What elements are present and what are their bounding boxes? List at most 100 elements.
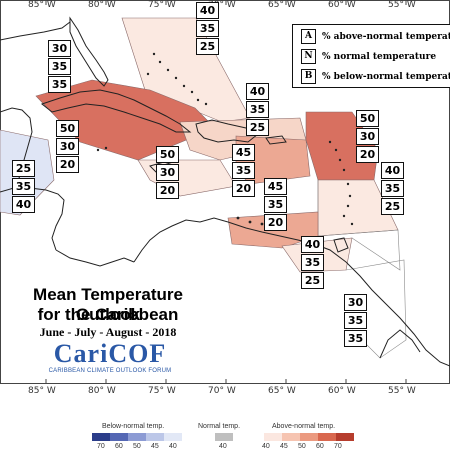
tick-below-50: 50 xyxy=(133,443,141,450)
below-normal-value: 35 xyxy=(48,76,71,93)
lon-label-75w: 75° W xyxy=(148,0,176,10)
above-normal-value: 50 xyxy=(56,120,79,137)
zone-cuba xyxy=(35,79,216,161)
stack-belize-honduras-coast: 30 35 35 xyxy=(48,40,71,94)
stack-cuba-cayman: 50 30 20 xyxy=(56,120,79,174)
key-below-text: % below-normal temperature xyxy=(322,71,450,82)
colombia-coast xyxy=(133,217,229,263)
below-normal-value: 25 xyxy=(246,119,269,136)
below-normal-value: 40 xyxy=(12,196,35,213)
caricof-logo: CariCOF CARIBBEAN CLIMATE OUTLOOK FORUM xyxy=(32,339,188,375)
tick-above-40: 40 xyxy=(262,443,270,450)
logo-wordmark: CariCOF xyxy=(53,339,167,368)
normal-value: 35 xyxy=(264,196,287,213)
coastlines xyxy=(0,16,450,367)
tick-above-60: 60 xyxy=(316,443,324,450)
key-normal-text: % normal temperature xyxy=(322,51,437,62)
tick-normal-40: 40 xyxy=(219,443,227,450)
stack-trinidad: 40 35 25 xyxy=(301,236,324,290)
swatch-above-45 xyxy=(282,433,300,441)
below-normal-value: 20 xyxy=(264,214,287,231)
tick-below-70: 70 xyxy=(97,443,105,450)
below-normal-value: 35 xyxy=(344,330,367,347)
swatch-below-70 xyxy=(92,433,110,441)
below-normal-value: 20 xyxy=(56,156,79,173)
lon-label-85w-bottom: 85° W xyxy=(28,386,56,396)
normal-value: 35 xyxy=(301,254,324,271)
lon-label-80w-bottom: 80° W xyxy=(88,386,116,396)
normal-value: 30 xyxy=(56,138,79,155)
swatch-above-70 xyxy=(336,433,354,441)
swatch-above-40 xyxy=(264,433,282,441)
florida-coast xyxy=(69,16,109,87)
stack-northern-leeward: 50 30 20 xyxy=(356,110,379,164)
panama-coast xyxy=(55,249,135,267)
tick-above-50: 50 xyxy=(298,443,306,450)
south-america-interior xyxy=(379,329,421,359)
zone-outlines xyxy=(317,180,407,359)
above-normal-value: 50 xyxy=(356,110,379,127)
colorbar-normal-label: Normal temp. xyxy=(198,423,241,430)
normal-value: 35 xyxy=(196,20,219,37)
normal-value: 35 xyxy=(12,178,35,195)
tick-below-40: 40 xyxy=(169,443,177,450)
key-below-letter: B xyxy=(301,69,316,84)
below-normal-value: 20 xyxy=(232,180,255,197)
stack-jamaica: 50 30 20 xyxy=(156,146,179,200)
above-normal-value: 45 xyxy=(264,178,287,195)
below-normal-value: 20 xyxy=(156,182,179,199)
below-normal-value: 25 xyxy=(196,38,219,55)
swatch-below-45 xyxy=(146,433,164,441)
swatch-below-50 xyxy=(128,433,146,441)
lon-label-55w: 55° W xyxy=(388,0,416,10)
normal-value: 35 xyxy=(48,58,71,75)
tick-below-60: 60 xyxy=(115,443,123,450)
lon-label-65w: 65° W xyxy=(268,0,296,10)
lon-label-60w: 60° W xyxy=(328,0,356,10)
gulf-coast xyxy=(0,21,71,41)
key-above-text: % above-normal temperature xyxy=(322,31,450,42)
colorbar-above-label: Above-normal temp. xyxy=(272,423,336,430)
swatch-above-50 xyxy=(300,433,318,441)
logo-tagline: CARIBBEAN CLIMATE OUTLOOK FORUM xyxy=(48,368,172,374)
lon-label-60w-bottom: 60° W xyxy=(328,386,356,396)
normal-value: 30 xyxy=(156,164,179,181)
swatch-normal-40 xyxy=(215,433,233,441)
puerto-rico-island xyxy=(265,135,287,145)
above-normal-value: 50 xyxy=(156,146,179,163)
cuba-coast xyxy=(40,89,192,133)
key-normal-letter: N xyxy=(301,49,316,64)
normal-value: 35 xyxy=(246,101,269,118)
above-normal-value: 30 xyxy=(344,294,367,311)
stack-bahamas: 40 35 25 xyxy=(196,2,219,56)
forecast-period: June - July - August - 2018 xyxy=(39,325,177,339)
venezuela-coast xyxy=(227,221,450,367)
swatch-below-40 xyxy=(164,433,182,441)
lon-label-75w-bottom: 75° W xyxy=(148,386,176,396)
stack-puerto-rico: 45 35 20 xyxy=(232,144,255,198)
swatch-above-60 xyxy=(318,433,336,441)
lon-label-80w: 80° W xyxy=(88,0,116,10)
normal-value: 30 xyxy=(356,128,379,145)
above-normal-value: 40 xyxy=(301,236,324,253)
tick-above-70: 70 xyxy=(334,443,342,450)
below-normal-value: 25 xyxy=(381,198,404,215)
key-row-normal: N % normal temperature xyxy=(301,49,436,64)
above-normal-value: 25 xyxy=(12,160,35,177)
key-above-letter: A xyxy=(301,29,316,44)
normal-value: 35 xyxy=(381,180,404,197)
above-normal-value: 40 xyxy=(196,2,219,19)
normal-value: 35 xyxy=(232,162,255,179)
longitude-ticks xyxy=(45,0,407,384)
stack-central-america: 25 35 40 xyxy=(12,160,35,214)
tick-below-45: 45 xyxy=(151,443,159,450)
honduras-coast xyxy=(14,187,65,251)
map-title-line1: Mean Temperature Outlook xyxy=(33,285,183,324)
tick-above-45: 45 xyxy=(280,443,288,450)
key-row-below: B % below-normal temperature xyxy=(301,69,450,84)
small-islands xyxy=(96,52,354,226)
above-normal-value: 40 xyxy=(246,83,269,100)
map-title-line2: for the Caribbean xyxy=(37,305,179,324)
trinidad-island xyxy=(333,237,349,253)
below-normal-value: 25 xyxy=(301,272,324,289)
